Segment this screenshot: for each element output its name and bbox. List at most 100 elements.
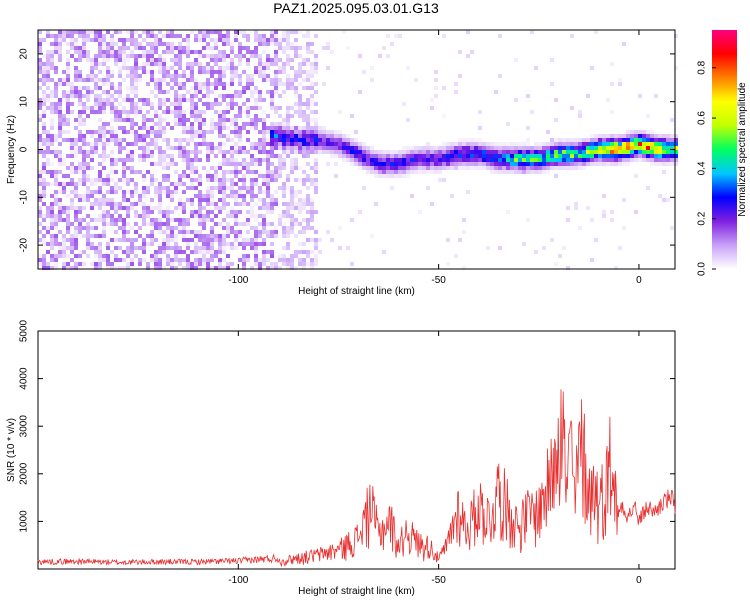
spectrogram-cell <box>150 142 154 146</box>
spectrogram-cell <box>254 86 258 90</box>
spectrogram-cell <box>186 154 190 158</box>
spectrogram-cell <box>358 154 362 158</box>
spectrogram-cell <box>418 162 422 166</box>
snr-x-tick-label: 0 <box>636 575 642 586</box>
spectrogram-cell <box>274 70 278 74</box>
spectrogram-cell <box>134 122 138 126</box>
spectrogram-cell <box>522 170 526 174</box>
spectrogram-cell <box>390 42 394 46</box>
spectrogram-cell <box>194 246 198 250</box>
spectrogram-cell <box>306 238 310 242</box>
spectrogram-cell <box>70 138 74 142</box>
spectrogram-cell <box>150 222 154 226</box>
spectrogram-cell <box>278 38 282 42</box>
spectrogram-cell <box>230 62 234 66</box>
spectrogram-cell <box>222 194 226 198</box>
spectrogram-cell <box>206 262 210 266</box>
spectrogram-cell <box>118 86 122 90</box>
spectrogram-cell <box>46 70 50 74</box>
spectrogram-cell <box>138 54 142 58</box>
spectrogram-cell <box>38 58 42 62</box>
spectrogram-cell <box>526 154 530 158</box>
spectrogram-cell <box>42 142 46 146</box>
spectrogram-cell <box>258 234 262 238</box>
spectrogram-cell <box>310 142 314 146</box>
spectrogram-cell <box>618 154 622 158</box>
spectrogram-cell <box>74 126 78 130</box>
spectrogram-cell <box>214 170 218 174</box>
spectrogram-cell <box>182 182 186 186</box>
spectrogram-cell <box>242 122 246 126</box>
spectrogram-cell <box>106 198 110 202</box>
spectrogram-cell <box>158 42 162 46</box>
spectrogram-cell <box>178 50 182 54</box>
spectrogram-cell <box>38 194 42 198</box>
spectrogram-cell <box>46 206 50 210</box>
spectrogram-cell <box>86 38 90 42</box>
spectrogram-cell <box>158 90 162 94</box>
spectrogram-cell <box>634 158 638 162</box>
spectrogram-cell <box>326 142 330 146</box>
spectrogram-cell <box>94 58 98 62</box>
spectrogram-cell <box>178 114 182 118</box>
spectrogram-cell <box>62 182 66 186</box>
spectrogram-cell <box>502 166 506 170</box>
spectrogram-cell <box>562 158 566 162</box>
spectrogram-cell <box>278 186 282 190</box>
spectrogram-cell <box>274 146 278 150</box>
spectrogram-cell <box>338 142 342 146</box>
spectrogram-cell <box>214 202 218 206</box>
spectrogram-cell <box>166 90 170 94</box>
spectrogram-cell <box>530 166 534 170</box>
spectrogram-cell <box>326 162 330 166</box>
spectrogram-cell <box>214 214 218 218</box>
spectrogram-cell <box>58 170 62 174</box>
spectrogram-cell <box>90 218 94 222</box>
spectrogram-cell <box>238 82 242 86</box>
spectrogram-cell <box>138 258 142 262</box>
spectrogram-cell <box>50 106 54 110</box>
spectrogram-cell <box>210 178 214 182</box>
spectrogram-cell <box>142 190 146 194</box>
spectrogram-cell <box>418 146 422 150</box>
spectrogram-cell <box>238 106 242 110</box>
spectrogram-cell <box>126 198 130 202</box>
spectrogram-cell <box>110 98 114 102</box>
spectrogram-cell <box>106 210 110 214</box>
spectrogram-cell <box>674 158 678 162</box>
spectrogram-cell <box>174 74 178 78</box>
spectrogram-cell <box>206 178 210 182</box>
spectrogram-cell <box>50 142 54 146</box>
spectrogram-cell <box>366 146 370 150</box>
spectrogram-cell <box>538 154 542 158</box>
spectrogram-cell <box>186 266 190 270</box>
spectrogram-cell <box>314 162 318 166</box>
spectrogram-cell <box>270 62 274 66</box>
spectrogram-cell <box>554 174 558 178</box>
spectrogram-cell <box>190 86 194 90</box>
spectrogram-cell <box>526 94 530 98</box>
spectrogram-cell <box>354 154 358 158</box>
spectrogram-cell <box>334 146 338 150</box>
spectrogram-cell <box>222 218 226 222</box>
spectrogram-cell <box>286 54 290 58</box>
spectrogram-cell <box>474 146 478 150</box>
spectrogram-cell <box>206 174 210 178</box>
spectrogram-cell <box>570 142 574 146</box>
spectrogram-cell <box>38 118 42 122</box>
spectrogram-cell <box>138 34 142 38</box>
spectrogram-cell <box>234 90 238 94</box>
spectrogram-cell <box>302 150 306 154</box>
spectrogram-cell <box>66 58 70 62</box>
spectrogram-cell <box>190 126 194 130</box>
spectrogram-cell <box>210 202 214 206</box>
spectrogram-cell <box>558 142 562 146</box>
spectrogram-cell <box>82 106 86 110</box>
spectrogram-cell <box>342 138 346 142</box>
spectrogram-cell <box>78 78 82 82</box>
spectrogram-cell <box>98 142 102 146</box>
spectrogram-cell <box>50 226 54 230</box>
spectrogram-cell <box>222 226 226 230</box>
spectrogram-cell <box>250 206 254 210</box>
spectrogram-cell <box>230 130 234 134</box>
